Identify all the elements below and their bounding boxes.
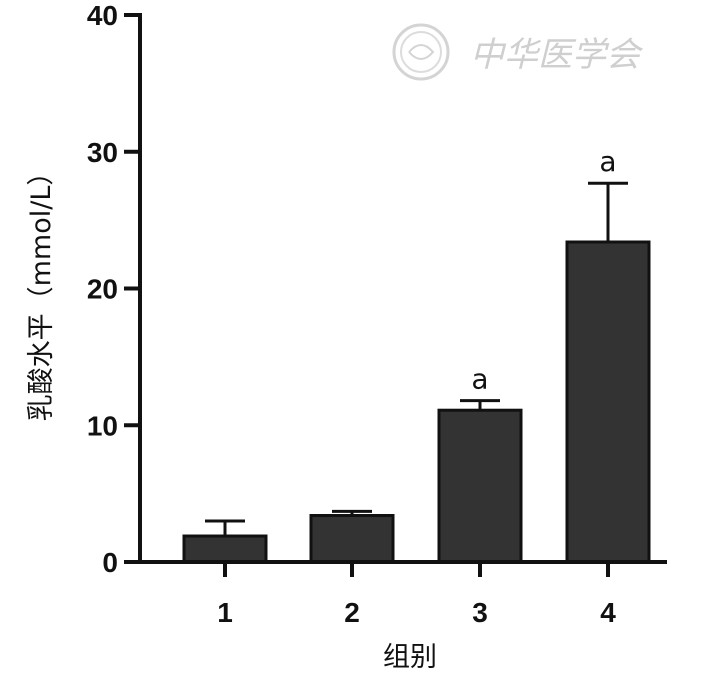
x-tick-label-2: 2 bbox=[344, 597, 360, 628]
watermark-text: 中华医学会 bbox=[470, 35, 644, 75]
significance-label-4: a bbox=[599, 145, 616, 178]
watermark: 中华医学会 bbox=[392, 23, 644, 81]
watermark-seal-icon bbox=[392, 23, 450, 81]
x-tick-label-3: 3 bbox=[472, 597, 488, 628]
bar-3 bbox=[437, 408, 523, 564]
bar-4 bbox=[565, 240, 651, 564]
axes: 0 10 20 30 40 1 2 3 4 bbox=[87, 0, 667, 628]
y-tick-label: 20 bbox=[87, 274, 118, 305]
y-tick-label: 40 bbox=[87, 0, 118, 31]
significance-layer: aa bbox=[471, 145, 616, 395]
y-axis-title: 乳酸水平（mmol/L） bbox=[26, 159, 57, 422]
bar-1 bbox=[182, 534, 268, 564]
y-tick-label: 10 bbox=[87, 410, 118, 441]
y-tick-label: 0 bbox=[102, 547, 118, 578]
y-tick-label: 30 bbox=[87, 137, 118, 168]
error-bars-layer bbox=[205, 181, 628, 537]
x-tick-label-4: 4 bbox=[600, 597, 616, 628]
x-ticks: 1 2 3 4 bbox=[217, 562, 616, 628]
bar-2 bbox=[309, 514, 395, 564]
y-ticks: 0 10 20 30 40 bbox=[87, 0, 140, 578]
significance-label-3: a bbox=[471, 363, 488, 396]
x-axis-title: 组别 bbox=[383, 642, 437, 673]
bars-layer bbox=[182, 240, 651, 564]
x-tick-label-1: 1 bbox=[217, 597, 233, 628]
